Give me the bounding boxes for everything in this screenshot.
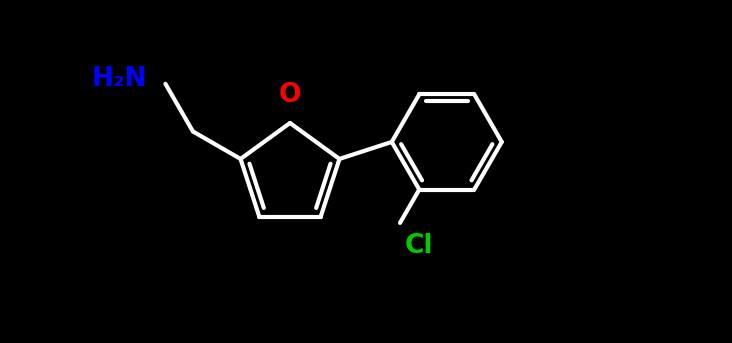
Text: Cl: Cl xyxy=(405,233,433,259)
Text: O: O xyxy=(279,82,302,108)
Text: H₂N: H₂N xyxy=(92,66,147,92)
